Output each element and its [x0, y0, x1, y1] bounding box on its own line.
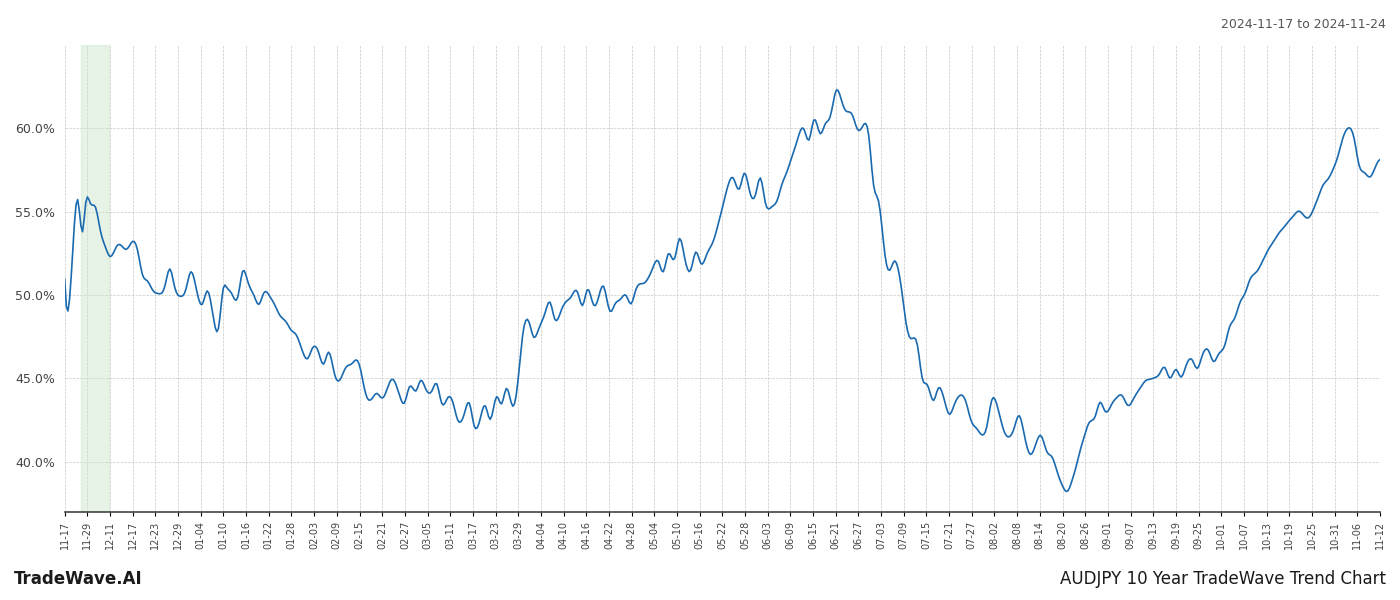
Text: 2024-11-17 to 2024-11-24: 2024-11-17 to 2024-11-24: [1221, 18, 1386, 31]
Text: AUDJPY 10 Year TradeWave Trend Chart: AUDJPY 10 Year TradeWave Trend Chart: [1060, 570, 1386, 588]
Text: TradeWave.AI: TradeWave.AI: [14, 570, 143, 588]
Bar: [81, 45, 109, 512]
